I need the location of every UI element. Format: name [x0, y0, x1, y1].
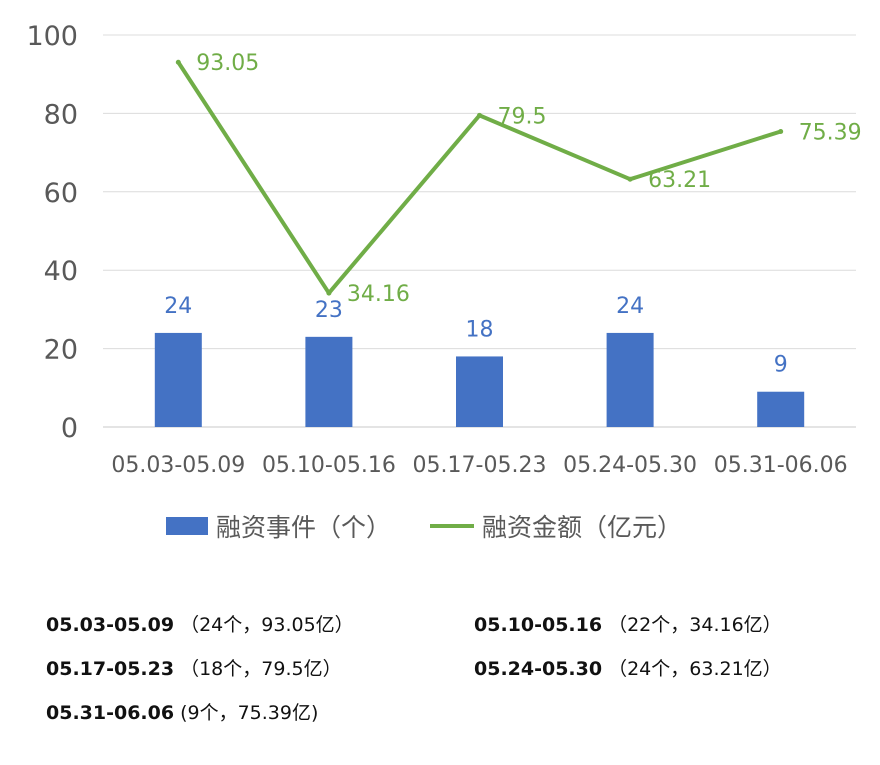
bar — [456, 356, 503, 427]
line-point — [175, 59, 181, 65]
legend-label-line: 融资金额（亿元） — [482, 513, 682, 542]
bar-data-label: 23 — [315, 298, 343, 323]
x-tick-label: 05.31-06.06 — [714, 453, 848, 478]
line-series: 93.05 34.16 79.5 63.21 75.39 — [175, 51, 862, 307]
bar — [154, 332, 202, 427]
summary-detail: (9个，75.39亿) — [180, 702, 319, 724]
x-axis: 05.03-05.09 05.10-05.16 05.17-05.23 05.24-0… — [111, 453, 847, 478]
y-tick-label: 100 — [26, 21, 78, 52]
legend: 融资事件（个） 融资金额（亿元） — [166, 513, 682, 542]
bar-data-label: 24 — [616, 294, 644, 319]
x-tick-label: 05.24-05.30 — [563, 453, 697, 478]
summary-item: 05.17-05.23 （18个，79.5亿） — [46, 654, 342, 681]
summary-detail: （18个，79.5亿） — [180, 658, 342, 680]
y-tick-label: 0 — [61, 413, 78, 444]
bar-series: 24 23 18 24 9 — [154, 294, 805, 427]
summary-item: 05.24-05.30 （24个，63.21亿） — [474, 654, 782, 681]
bar — [606, 332, 654, 427]
bar-data-label: 24 — [164, 294, 192, 319]
summary-period: 05.10-05.16 — [474, 614, 603, 636]
y-tick-label: 20 — [44, 335, 78, 366]
y-axis: 0 20 40 60 80 100 — [26, 21, 78, 444]
x-tick-label: 05.03-05.09 — [111, 453, 245, 478]
line-point — [477, 112, 482, 118]
summary-detail: （22个，34.16亿） — [608, 614, 782, 636]
x-tick-label: 05.10-05.16 — [262, 453, 396, 478]
summary-period: 05.24-05.30 — [474, 658, 603, 680]
line-data-label: 75.39 — [799, 120, 862, 145]
line-point — [778, 128, 784, 134]
summary-period: 05.03-05.09 — [46, 614, 175, 636]
summary-item: 05.03-05.09 （24个，93.05亿） — [46, 610, 354, 637]
bar — [305, 336, 353, 427]
summary-item: 05.10-05.16 （22个，34.16亿） — [474, 610, 782, 637]
bar-data-label: 9 — [774, 353, 788, 378]
summary-detail: （24个，93.05亿） — [180, 614, 354, 636]
x-tick-label: 05.17-05.23 — [413, 453, 547, 478]
y-tick-label: 40 — [44, 256, 78, 287]
bar-data-label: 18 — [466, 317, 494, 342]
legend-swatch-bar — [166, 517, 208, 535]
line-data-label: 63.21 — [648, 168, 711, 193]
summary-detail: （24个，63.21亿） — [608, 658, 782, 680]
line-data-label: 34.16 — [347, 282, 410, 307]
summary-item: 05.31-06.06 (9个，75.39亿) — [46, 698, 318, 725]
line-data-label: 79.5 — [498, 104, 547, 129]
y-tick-label: 60 — [44, 178, 78, 209]
line-data-label: 93.05 — [196, 51, 259, 76]
y-tick-label: 80 — [44, 99, 78, 130]
line-point — [326, 290, 332, 296]
legend-label-bar: 融资事件（个） — [216, 513, 391, 542]
summary-period: 05.17-05.23 — [46, 658, 175, 680]
bar — [757, 391, 805, 427]
line-point — [627, 176, 633, 182]
summary-period: 05.31-06.06 — [46, 702, 175, 724]
combo-chart: 0 20 40 60 80 100 24 23 18 24 9 93.05 34.16 79.5 63.… — [26, 21, 862, 542]
